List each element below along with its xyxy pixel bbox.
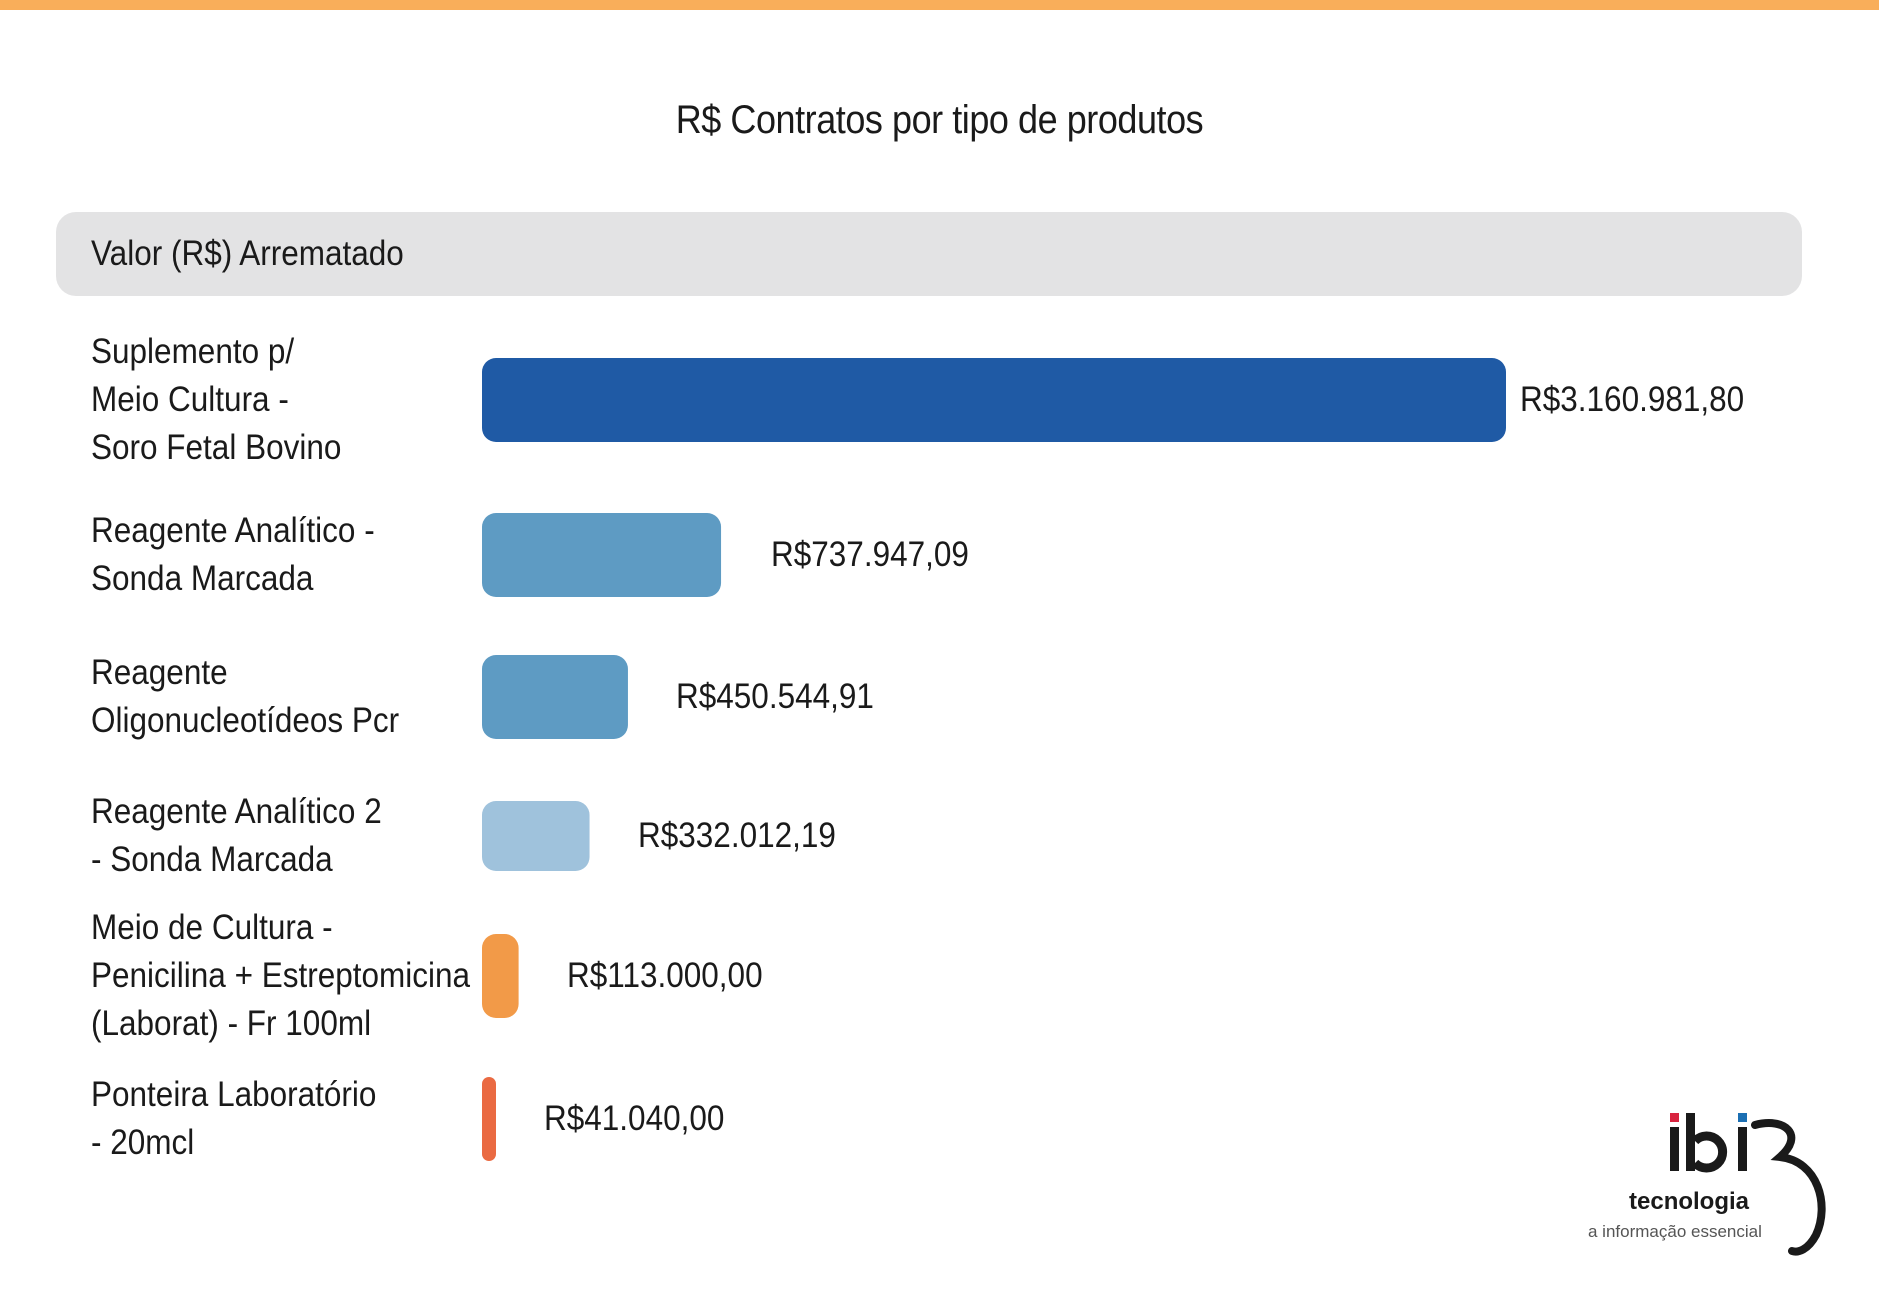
- category-label-line: Reagente: [91, 653, 228, 692]
- bar-2: [482, 513, 722, 597]
- logo-tagline: a informação essencial: [1588, 1222, 1762, 1241]
- category-label-line: Meio de Cultura -: [91, 908, 333, 947]
- value-header-label: Valor (R$) Arrematado: [91, 234, 404, 273]
- value-label-2: R$737.947,09: [771, 535, 969, 574]
- top-accent-bar: [0, 0, 1879, 10]
- category-label-line: Penicilina + Estreptomicina: [91, 956, 471, 995]
- category-label-5: Meio de Cultura - Penicilina + Estreptomi…: [91, 904, 470, 1048]
- bar-4: [482, 801, 590, 871]
- category-label-line: - 20mcl: [91, 1123, 195, 1162]
- logo-tecnologia: tecnologia: [1629, 1188, 1750, 1215]
- category-label-line: Soro Fetal Bovino: [91, 428, 342, 467]
- category-label-line: Reagente Analítico 2: [91, 792, 382, 831]
- ibir-logo: tecnologia a informação essencial: [1580, 1105, 1840, 1265]
- category-label-1: Suplemento p/Meio Cultura - Soro Fetal Bo…: [91, 328, 341, 472]
- value-label-6: R$41.040,00: [544, 1099, 725, 1138]
- value-label-4: R$332.012,19: [637, 816, 836, 855]
- category-label-line: Meio Cultura -: [91, 380, 289, 419]
- value-header-band: Valor (R$) Arrematado: [56, 212, 1802, 296]
- category-label-6: Ponteira Laboratório - 20mcl: [91, 1071, 376, 1167]
- bar-6: [482, 1077, 496, 1161]
- ibir-logo-mark: [1670, 1113, 1826, 1256]
- value-label-5: R$113.000,00: [566, 956, 763, 995]
- bar-1: [482, 358, 1506, 442]
- category-label-2: Reagente Analítico - Sonda Marcada: [91, 507, 375, 603]
- value-label-1: R$3.160.981,80: [1520, 380, 1745, 419]
- category-label-line: (Laborat) - Fr 100ml: [91, 1004, 372, 1043]
- category-label-4: Reagente Analítico 2 - Sonda Marcada: [91, 788, 382, 884]
- category-label-3: Reagente Oligonucleotídeos Pcr: [91, 649, 399, 745]
- category-label-line: - Sonda Marcada: [91, 840, 333, 879]
- category-label-line: Reagente Analítico -: [91, 511, 375, 550]
- value-label-3: R$450.544,91: [675, 677, 874, 716]
- category-label-line: Suplemento p/: [91, 332, 295, 371]
- category-label-line: Oligonucleotídeos Pcr: [91, 701, 400, 740]
- category-label-line: Sonda Marcada: [91, 559, 314, 598]
- chart-title: R$ Contratos por tipo de produtos: [675, 98, 1204, 142]
- category-label-line: Ponteira Laboratório: [91, 1075, 377, 1114]
- bar-3: [482, 655, 628, 739]
- bar-5: [482, 934, 519, 1018]
